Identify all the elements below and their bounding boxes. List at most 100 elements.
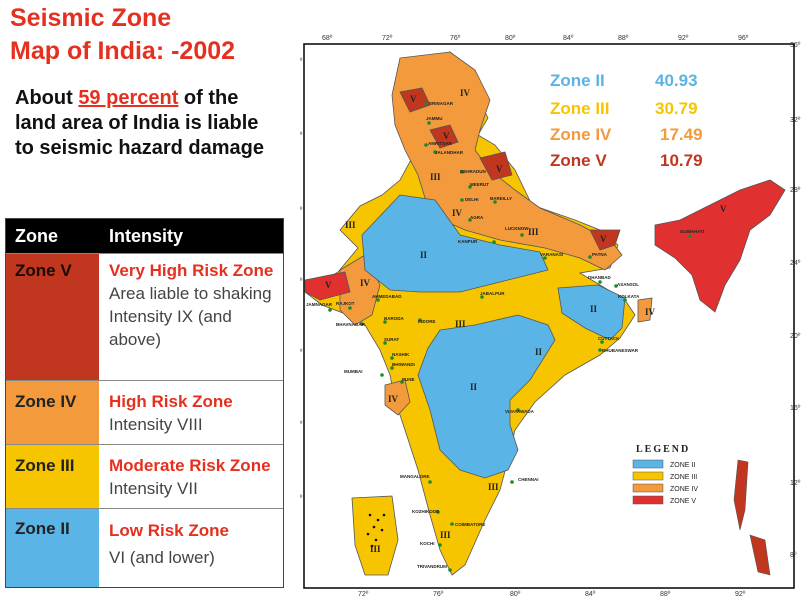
city-label: BHIWANDI (392, 362, 415, 367)
zone-percentages: Zone II 40.93 Zone III 30.79 Zone IV 17.… (550, 71, 703, 170)
city-label: ASANSOL (617, 282, 639, 287)
risk-desc: VI (and lower) (109, 548, 215, 567)
lon-label: 88º (660, 591, 671, 598)
zone-ii-east (557, 284, 626, 341)
city-label: VARANASI (540, 252, 563, 257)
lat-label: 32º (300, 132, 303, 139)
lat-label-right: 12º (790, 480, 801, 487)
zone-label: V (325, 280, 332, 290)
city-label: INDORE (418, 319, 436, 324)
zone-label: III (455, 319, 466, 329)
city-label: NASHIK (392, 352, 410, 357)
lat-label: 24º (300, 278, 303, 285)
mainland-zone-iii (304, 51, 636, 576)
title-line-1: Seismic Zone (10, 4, 172, 32)
summary-after: of the land area of India is liable to s… (15, 87, 264, 159)
lat-label-right: 16º (790, 405, 801, 412)
zone-label: IV (645, 307, 656, 317)
city-label: RAJKOT (336, 301, 355, 306)
lon-label: 96º (738, 35, 749, 42)
zone-pct-value: 10.79 (660, 151, 703, 170)
risk-label: High Risk Zone (109, 392, 233, 411)
city-label: VIJAYAWADA (505, 409, 535, 414)
zone-label: IV (360, 278, 371, 288)
city-label: JAMNAGAR (306, 302, 333, 307)
zone-v-uttarakhand (479, 151, 513, 181)
zone-label: II (420, 250, 428, 260)
intensity-cell: High Risk Zone Intensity VIII (99, 381, 283, 444)
header-zone: Zone (15, 225, 58, 246)
city-label: BHAVNAGAR (336, 322, 366, 327)
intensity-cell: Low Risk Zone VI (and lower) (99, 509, 283, 587)
lat-label: 12º (300, 495, 303, 502)
zone-v-bihar-nepal (589, 229, 621, 251)
city-label: AGRA (470, 215, 484, 220)
city-label: DEHRADUN (460, 169, 486, 174)
lat-label-right: 8º (790, 552, 797, 559)
lon-label: 76º (450, 35, 461, 42)
lat-label-right: 32º (790, 117, 801, 124)
zone-pct-label: Zone V (550, 151, 607, 170)
lon-label: 92º (678, 35, 689, 42)
zone-label: V (410, 94, 417, 104)
table-row: Zone III Moderate Risk Zone Intensity VI… (6, 444, 283, 508)
zone-cell: Zone IV (6, 381, 99, 444)
map-frame (303, 43, 795, 589)
city-label: AMRITSAR (428, 141, 452, 146)
zone-ii-central-north (361, 194, 549, 293)
zone-iv-odisha-coast (637, 297, 653, 323)
legend-item: ZONE V (670, 498, 696, 505)
zone-label: III (370, 544, 381, 554)
city-label: JAMMU (426, 116, 443, 121)
lakshadweep-zone-iii (351, 495, 399, 576)
zone-label: V (720, 204, 727, 214)
city-label: SRINAGAR (429, 101, 454, 106)
lon-label: 80º (505, 35, 516, 42)
table-row: Zone IV High Risk Zone Intensity VIII (6, 380, 283, 444)
zone-region-labels: IV V V V III IV III II III V V V IV III … (325, 88, 727, 554)
city-label: SURAT (384, 337, 399, 342)
intensity-table: Zone Intensity Zone V Very High Risk Zon… (5, 218, 284, 588)
india-seismic-map: 68º 72º 76º 80º 84º 88º 92º 96º 72º 76º … (300, 30, 804, 600)
zone-v-kashmir (399, 87, 431, 113)
summary-text: About 59 percent of the land area of Ind… (15, 86, 265, 161)
zone-label: III (345, 220, 356, 230)
zone-v-himachal (429, 124, 459, 149)
lon-label: 72º (358, 591, 369, 598)
zone-pct-label: Zone II (550, 71, 605, 90)
zone-cell: Zone II (6, 509, 99, 587)
zone-label: V (496, 164, 503, 174)
table-header: Zone Intensity (6, 219, 283, 253)
lat-label: 28º (300, 207, 303, 214)
map-legend: LEGEND ZONE II ZONE III ZONE IV ZONE V (632, 444, 698, 505)
title-line-2: Map of India: -2002 (10, 37, 236, 65)
city-label: JABALPUR (480, 291, 505, 296)
city-label: PUNE (402, 377, 415, 382)
zone-cell: Zone V (6, 254, 99, 380)
risk-desc: Intensity VIII (109, 415, 203, 434)
city-label: BAREILLY (490, 196, 512, 201)
city-label: BHUBANESWAR (602, 348, 639, 353)
city-label: KOLKATA (618, 294, 640, 299)
city-label: TRIVANDRUM (417, 564, 447, 569)
longitude-labels-bottom: 72º 76º 80º 84º 88º 92º (358, 591, 746, 598)
intensity-cell: Very High Risk Zone Area liable to shaki… (99, 254, 283, 380)
zone-iv-north (391, 51, 623, 271)
legend-item: ZONE III (670, 474, 697, 481)
lon-label: 80º (510, 591, 521, 598)
lat-label-right: 28º (790, 187, 801, 194)
legend-item: ZONE II (670, 462, 695, 469)
lat-label-right: 20º (790, 333, 801, 340)
city-label: KOZHIKODE (412, 509, 439, 514)
city-label: COIMBATORE (455, 522, 485, 527)
city-label: GUWAHATI (680, 229, 704, 234)
nicobar-islands (749, 534, 771, 576)
legend-item: ZONE IV (670, 486, 698, 493)
city-label: JALANDHAR (435, 150, 464, 155)
zone-label: IV (452, 208, 463, 218)
city-label: DELHI (465, 197, 479, 202)
lon-label: 76º (433, 591, 444, 598)
zone-label: IV (460, 88, 471, 98)
zone-pct-value: 17.49 (660, 125, 703, 144)
header-intensity: Intensity (109, 225, 184, 246)
